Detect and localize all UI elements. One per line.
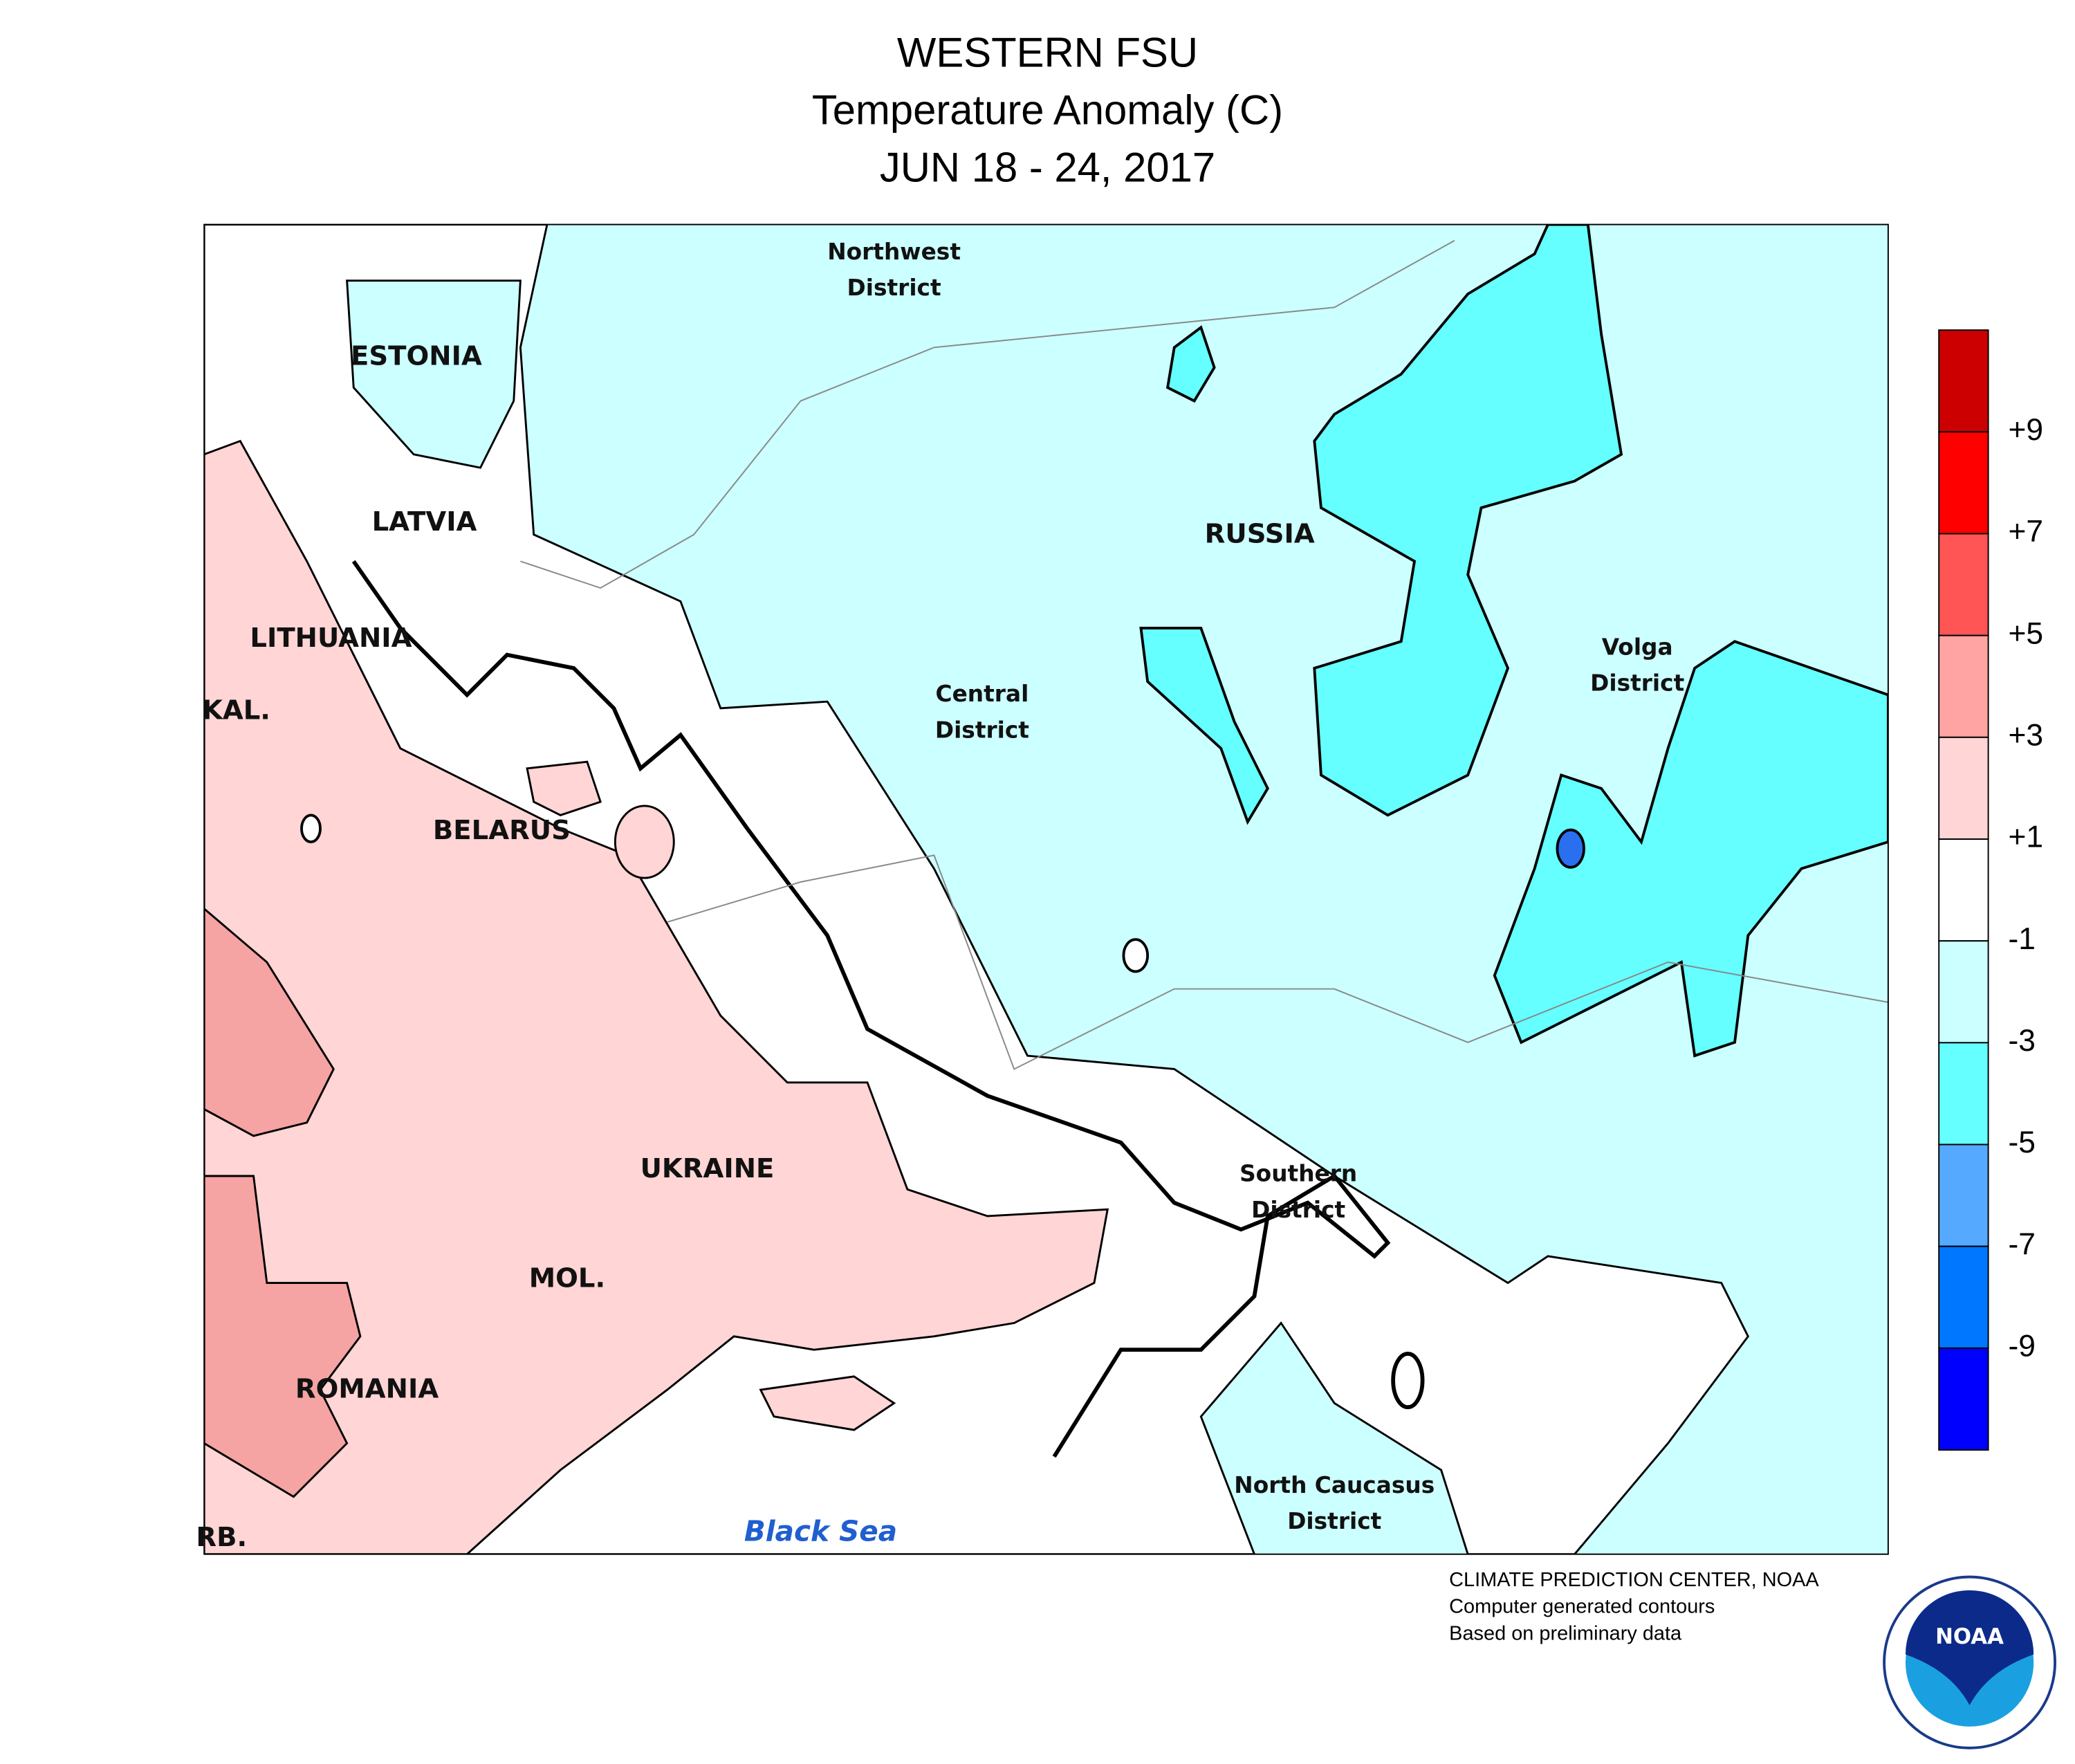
colder-patch (1556, 828, 1585, 869)
label-line: Central (936, 681, 1029, 707)
footer-line: Computer generated contours (1449, 1596, 1715, 1618)
colorbar-label: -3 (2009, 1024, 2036, 1058)
country-label: BELARUS (433, 815, 571, 846)
title-line: Temperature Anomaly (C) (812, 87, 1283, 134)
colorbar-label: -1 (2009, 922, 2036, 956)
label-line: MOL. (529, 1262, 605, 1294)
border-line (520, 239, 1455, 589)
colorbar-label: -5 (2009, 1126, 2036, 1159)
cold-patch (1139, 627, 1269, 825)
colorbar-swatch (1938, 940, 1989, 1044)
colorbar-swatch (1938, 1245, 1989, 1349)
warm-patch (614, 805, 675, 879)
title: WESTERN FSU Temperature Anomaly (C) JUN … (812, 30, 1283, 191)
colorbar-swatch (1938, 634, 1989, 738)
label-line: Northwest (827, 239, 961, 265)
neutral-patch (1122, 938, 1150, 973)
district-label: Volga District (1590, 634, 1684, 697)
label-line: BELARUS (433, 815, 571, 846)
colorbar-label: +5 (2009, 616, 2044, 650)
colorbar-swatch (1938, 838, 1989, 942)
title-line: WESTERN FSU (897, 30, 1198, 76)
logo-text: NOAA (1935, 1624, 2004, 1649)
crimea-warm (759, 1375, 896, 1431)
colorbar-label: -9 (2009, 1330, 2036, 1363)
country-label: LATVIA (372, 506, 477, 538)
district-label: North Caucasus District (1234, 1472, 1435, 1534)
label-line: ROMANIA (295, 1374, 439, 1405)
country-label: RUSSIA (1205, 518, 1315, 549)
country-label: RB. (196, 1522, 247, 1553)
colorbar-swatch (1938, 1347, 1989, 1451)
neutral-patch (1391, 1352, 1425, 1410)
country-label: ROMANIA (295, 1374, 439, 1405)
colorbar-swatch (1938, 1042, 1989, 1146)
label-line: ESTONIA (351, 340, 482, 371)
colorbar-label: +3 (2009, 719, 2044, 753)
colorbar-swatch (1938, 533, 1989, 636)
cold-patch (1313, 224, 1623, 817)
district-label: Southern District (1239, 1161, 1357, 1223)
footer-line: Based on preliminary data (1449, 1622, 1682, 1644)
country-label: KAL. (202, 695, 270, 726)
country-label: ESTONIA (351, 340, 482, 371)
label-line: District (935, 717, 1029, 743)
border-line (667, 854, 1888, 1070)
label-line: LITHUANIA (250, 623, 412, 654)
colorbar-swatch (1938, 431, 1989, 535)
country-label: UKRAINE (640, 1153, 775, 1184)
warmer-patch (204, 907, 335, 1137)
colorbar: +9 +7 +5 +3 +1 -1 -3 -5 -7 -9 (1938, 329, 2044, 1451)
district-label: Northwest District (827, 239, 961, 301)
country-label: LITHUANIA (250, 623, 412, 654)
label-line: Southern (1239, 1161, 1357, 1187)
colorbar-label: +7 (2009, 515, 2044, 549)
map-labels: ESTONIA LATVIA LITHUANIA KAL. BELARUS UK… (196, 239, 1684, 1553)
logo-top (1905, 1590, 2034, 1705)
colorbar-swatch (1938, 329, 1989, 433)
label-line: RB. (196, 1522, 247, 1553)
map-area (204, 224, 1888, 1554)
label-line: RUSSIA (1205, 518, 1315, 549)
label-line: Volga (1602, 634, 1673, 661)
cold-patch (1493, 640, 1888, 1058)
label-line: District (1251, 1197, 1345, 1223)
noaa-logo: NOAA (1883, 1575, 2056, 1749)
neutral-patch (300, 814, 322, 843)
label-line: District (1590, 670, 1684, 697)
map-frame (203, 223, 1889, 1555)
warmer-patch (204, 1175, 362, 1498)
label-line: UKRAINE (640, 1153, 775, 1184)
colorbar-swatch (1938, 736, 1989, 840)
footer: CLIMATE PREDICTION CENTER, NOAA Computer… (1449, 1569, 1819, 1644)
cold-patch (1165, 325, 1216, 403)
estonia-cool (346, 279, 522, 469)
title-line: JUN 18 - 24, 2017 (880, 145, 1215, 191)
footer-line: CLIMATE PREDICTION CENTER, NOAA (1449, 1569, 1819, 1591)
label-line: District (1287, 1508, 1381, 1534)
colorbar-label: +1 (2009, 820, 2044, 854)
colorbar-label: +9 (2009, 413, 2044, 447)
label-line: North Caucasus (1234, 1472, 1435, 1498)
warm-zone (204, 439, 1109, 1554)
warm-patch (526, 760, 602, 816)
colorbar-label: -7 (2009, 1227, 2036, 1261)
colorbar-swatch (1938, 1143, 1989, 1247)
district-label: Central District (935, 681, 1029, 743)
label-line: LATVIA (372, 506, 477, 538)
country-label: MOL. (529, 1262, 605, 1294)
sea-label: Black Sea (744, 1514, 897, 1547)
label-line: KAL. (202, 695, 270, 726)
zero-contour (351, 560, 1391, 1458)
label-line: District (847, 275, 941, 301)
